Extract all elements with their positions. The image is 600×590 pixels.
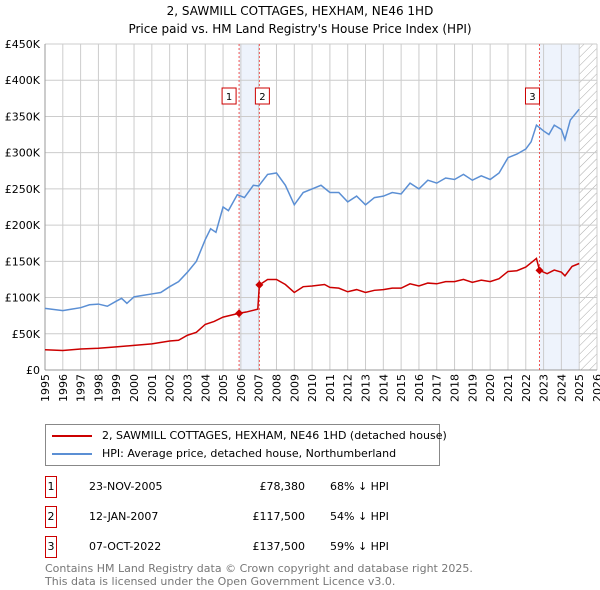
sale-price: £137,500 <box>252 540 306 553</box>
sale-date: 23-NOV-2005 <box>89 480 163 493</box>
x-tick-label: 2004 <box>199 374 212 402</box>
x-tick-label: 2012 <box>342 374 355 402</box>
y-tick-label: £50K <box>12 328 41 341</box>
y-tick-label: £400K <box>5 74 41 87</box>
x-tick-label: 2017 <box>431 374 444 402</box>
x-tick-label: 2016 <box>413 374 426 402</box>
x-tick-label: 2007 <box>253 374 266 402</box>
price-chart: 2, SAWMILL COTTAGES, HEXHAM, NE46 1HD Pr… <box>5 4 600 402</box>
sale-price: £117,500 <box>252 510 306 523</box>
x-tick-label: 2001 <box>146 374 159 402</box>
shaded-range <box>539 44 580 370</box>
legend-label: 2, SAWMILL COTTAGES, HEXHAM, NE46 1HD (d… <box>102 429 447 442</box>
x-tick-label: 1997 <box>75 374 88 402</box>
x-tick-label: 1998 <box>92 374 105 402</box>
x-tick-label: 2009 <box>288 374 301 402</box>
y-tick-label: £250K <box>5 183 41 196</box>
legend-label: HPI: Average price, detached house, Nort… <box>102 447 397 460</box>
legend: 2, SAWMILL COTTAGES, HEXHAM, NE46 1HD (d… <box>45 424 447 466</box>
sale-price: £78,380 <box>259 480 306 493</box>
sale-hpi-diff: 54% ↓ HPI <box>330 510 389 523</box>
x-tick-label: 2024 <box>555 374 568 402</box>
y-tick-label: £350K <box>5 110 41 123</box>
x-tick-label: 2022 <box>520 374 533 402</box>
sale-label: 2 <box>259 92 265 103</box>
x-tick-label: 2003 <box>181 374 194 402</box>
y-tick-label: £0 <box>26 364 40 377</box>
x-tick-label: 2010 <box>306 374 319 402</box>
sale-point <box>535 266 544 275</box>
sale-label: 1 <box>226 92 232 103</box>
x-tick-label: 2014 <box>377 374 390 402</box>
forecast-hatch <box>579 44 597 370</box>
x-tick-label: 2025 <box>573 374 586 402</box>
x-tick-label: 2020 <box>484 374 497 402</box>
x-tick-label: 1996 <box>57 374 70 402</box>
sale-badge: 1 <box>45 476 57 498</box>
sale-date: 07-OCT-2022 <box>89 540 162 553</box>
sale-hpi-diff: 59% ↓ HPI <box>330 540 389 553</box>
sale-badge: 2 <box>45 506 57 528</box>
x-tick-label: 2002 <box>164 374 177 402</box>
legend-item-property: 2, SAWMILL COTTAGES, HEXHAM, NE46 1HD (d… <box>52 428 447 444</box>
sale-date: 12-JAN-2007 <box>89 510 159 523</box>
sale-point <box>235 309 244 318</box>
x-tick-label: 2011 <box>324 374 337 402</box>
x-tick-label: 2021 <box>502 374 515 402</box>
sale-row: 3 07-OCT-2022 £137,500 59% ↓ HPI <box>45 536 465 558</box>
sale-label-box <box>524 87 540 105</box>
y-tick-label: £300K <box>5 147 41 160</box>
legend-item-hpi: HPI: Average price, detached house, Nort… <box>52 446 396 462</box>
y-tick-label: £450K <box>5 38 41 51</box>
x-tick-label: 1999 <box>110 374 123 402</box>
x-tick-label: 2008 <box>270 374 283 402</box>
x-tick-label: 2000 <box>128 374 141 402</box>
sale-hpi-diff: 68% ↓ HPI <box>330 480 389 493</box>
y-tick-label: £150K <box>5 255 41 268</box>
chart-title: 2, SAWMILL COTTAGES, HEXHAM, NE46 1HD <box>167 4 434 18</box>
x-tick-label: 2006 <box>235 374 248 402</box>
y-tick-label: £100K <box>5 292 41 305</box>
x-tick-label: 2023 <box>538 374 551 402</box>
sale-label-box <box>254 87 270 105</box>
sale-row: 1 23-NOV-2005 £78,380 68% ↓ HPI <box>45 476 465 498</box>
footer: Contains HM Land Registry data © Crown c… <box>45 562 473 588</box>
x-tick-label: 2019 <box>466 374 479 402</box>
x-tick-label: 1995 <box>39 374 52 402</box>
x-tick-label: 2015 <box>395 374 408 402</box>
sale-point <box>255 280 264 289</box>
shaded-range <box>239 44 260 370</box>
x-tick-label: 2018 <box>449 374 462 402</box>
x-tick-label: 2026 <box>591 374 600 402</box>
sale-label-box <box>221 87 237 105</box>
sale-badge: 3 <box>45 536 57 558</box>
series-line <box>44 108 580 312</box>
footer-line: Contains HM Land Registry data © Crown c… <box>45 562 473 575</box>
sale-row: 2 12-JAN-2007 £117,500 54% ↓ HPI <box>45 506 465 528</box>
chart-subtitle: Price paid vs. HM Land Registry's House … <box>128 22 471 36</box>
sale-label: 3 <box>529 92 535 103</box>
x-tick-label: 2005 <box>217 374 230 402</box>
x-tick-label: 2013 <box>360 374 373 402</box>
footer-line: This data is licensed under the Open Gov… <box>45 575 396 588</box>
y-tick-label: £200K <box>5 219 41 232</box>
series-line <box>44 257 580 352</box>
